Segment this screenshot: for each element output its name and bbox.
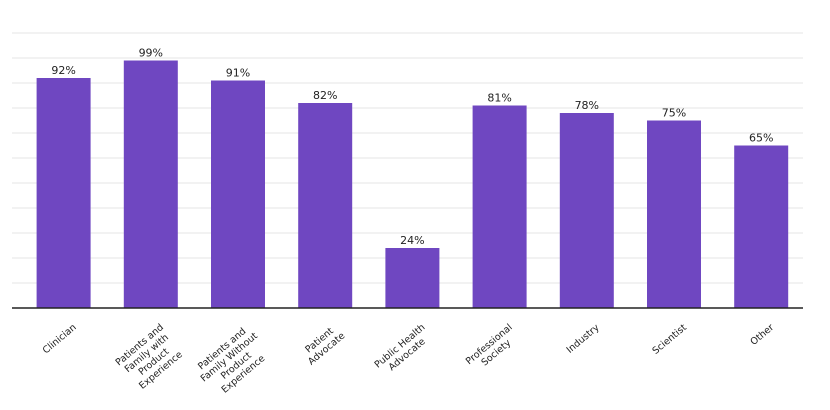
value-label: 75% [662, 107, 686, 120]
value-label: 24% [400, 234, 424, 247]
value-label: 78% [575, 99, 599, 112]
value-label: 92% [51, 64, 75, 77]
value-labels: 92% 99% 91% 82% 24% 81% 78% 75% 65% [51, 47, 773, 248]
bar [36, 78, 91, 308]
category-label: ProfessionalSociety [464, 322, 522, 376]
category-label: PatientAdvocate [299, 322, 347, 367]
bar [385, 248, 440, 308]
value-label: 99% [139, 47, 163, 60]
category-label: Patients andFamily WithoutProductExperie… [192, 322, 275, 401]
value-label: 82% [313, 89, 337, 102]
bar [559, 113, 614, 308]
category-label-line: Other [748, 322, 776, 348]
category-label-line: Scientist [651, 322, 690, 357]
category-label: Industry [565, 322, 602, 356]
bar [298, 103, 353, 308]
bar [472, 105, 527, 308]
bars [36, 60, 789, 308]
category-label: Scientist [651, 322, 690, 357]
category-label: Clinician [41, 322, 79, 356]
category-label: Patients andFamily withProductExperience [114, 322, 187, 394]
category-label-line: Industry [565, 322, 602, 356]
bar [211, 80, 265, 308]
category-labels: Clinician Patients andFamily withProductE… [41, 322, 777, 401]
category-label-line: Clinician [41, 322, 79, 356]
category-label: Public HealthAdvocate [373, 322, 435, 379]
bar [734, 145, 789, 308]
value-label: 81% [487, 92, 511, 105]
value-label: 65% [749, 132, 773, 145]
bar [647, 120, 701, 308]
value-label: 91% [226, 67, 250, 80]
category-label: Other [748, 322, 776, 348]
bar [123, 60, 178, 308]
